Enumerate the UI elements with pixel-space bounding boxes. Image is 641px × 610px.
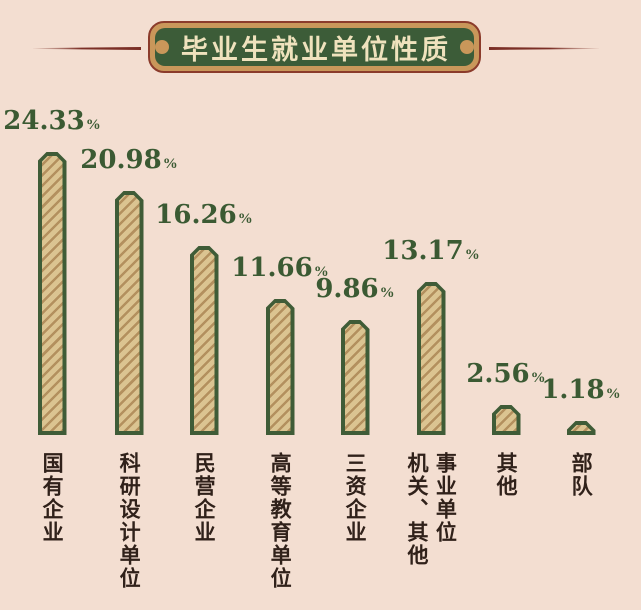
- value-number: 16.26: [155, 200, 237, 230]
- value-unit: %: [85, 117, 101, 133]
- value-number: 1.18: [541, 375, 605, 405]
- value-number: 2.56: [466, 359, 530, 389]
- header-rule-left: [33, 47, 141, 50]
- value-unit: %: [162, 156, 178, 172]
- chart-title: 毕业生就业单位性质: [181, 34, 451, 65]
- value-unit: %: [530, 370, 546, 386]
- bar-value-label: 24.33%: [0, 108, 112, 138]
- bar-category-label: 其他: [494, 452, 519, 498]
- header-rule-right: [489, 47, 599, 50]
- value-unit: %: [464, 247, 480, 263]
- bar-value-label: 11.66%: [220, 255, 340, 285]
- bar-value-label: 16.26%: [144, 202, 264, 232]
- bar-hatch-fill: [270, 303, 291, 431]
- value-unit: %: [313, 264, 329, 280]
- bar: [115, 191, 144, 435]
- value-number: 9.86: [315, 274, 379, 304]
- value-number: 20.98: [80, 145, 162, 175]
- bar: [492, 405, 521, 435]
- bar-category-label: 部队: [569, 452, 594, 498]
- bar-category-label: 科研设计单位: [117, 452, 142, 590]
- banner-edge-ornament: [155, 40, 169, 54]
- bar-category-label: 高等教育单位: [268, 452, 293, 590]
- bar-hatch-fill: [421, 286, 442, 431]
- bar-value-label: 13.17%: [371, 238, 491, 268]
- bar-category-label: 民营企业: [192, 452, 217, 544]
- bar-hatch-fill: [194, 250, 215, 431]
- title-banner: 毕业生就业单位性质: [148, 21, 481, 73]
- value-number: 24.33: [3, 106, 85, 136]
- bar-value-label: 20.98%: [69, 147, 189, 177]
- bar: [341, 320, 370, 435]
- bar-category-label: 事业单位 机关、其他: [405, 452, 458, 567]
- bar-hatch-fill: [345, 324, 366, 431]
- bar: [38, 152, 67, 435]
- bar: [567, 421, 596, 435]
- bar-category-label: 三资企业: [343, 452, 368, 544]
- value-number: 11.66: [231, 253, 313, 283]
- bar-category-label: 国有企业: [40, 452, 65, 544]
- bar-value-label: 1.18%: [521, 377, 641, 407]
- banner-plaque: 毕业生就业单位性质: [155, 28, 474, 66]
- bar-hatch-fill: [42, 156, 63, 431]
- value-unit: %: [379, 285, 395, 301]
- value-unit: %: [605, 386, 621, 402]
- bar-value-label: 2.56%: [446, 361, 566, 391]
- value-number: 13.17: [382, 236, 464, 266]
- bar-hatch-fill: [571, 425, 592, 431]
- bar: [417, 282, 446, 435]
- bar: [266, 299, 295, 435]
- bar-hatch-fill: [119, 195, 140, 431]
- value-unit: %: [237, 211, 253, 227]
- bar: [190, 246, 219, 435]
- banner-edge-ornament: [460, 40, 474, 54]
- bar-hatch-fill: [496, 409, 517, 431]
- bar-value-label: 9.86%: [295, 276, 415, 306]
